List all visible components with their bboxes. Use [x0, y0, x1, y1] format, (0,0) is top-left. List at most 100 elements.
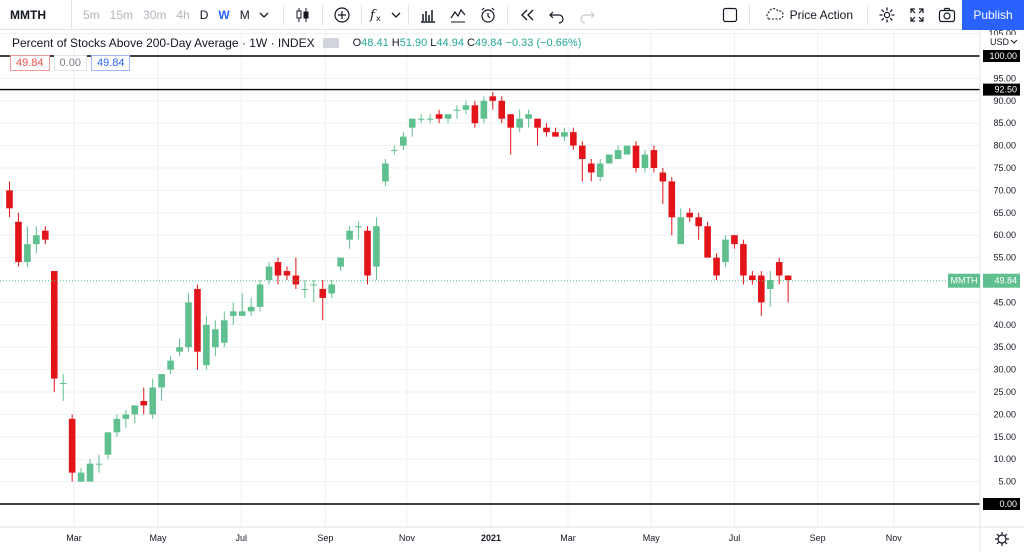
candle	[650, 145, 658, 173]
interval-d[interactable]: D	[199, 7, 209, 22]
price-action-layout-button[interactable]: Price Action	[754, 0, 863, 30]
value-box: 49.84	[10, 55, 50, 71]
candle	[238, 293, 246, 316]
publish-button[interactable]: Publish	[962, 0, 1024, 30]
candle-body	[641, 154, 649, 168]
candle-body	[784, 275, 792, 280]
candle	[265, 262, 273, 285]
hline-price-label: 100.00	[989, 51, 1017, 61]
price-action-label: Price Action	[789, 8, 853, 22]
candle-body	[149, 387, 156, 415]
candles-icon[interactable]	[288, 0, 318, 30]
candle	[104, 432, 112, 460]
currency-label: USD	[990, 37, 1010, 47]
candle	[534, 118, 541, 146]
interval-dropdown-icon[interactable]	[255, 0, 273, 30]
candle	[408, 118, 416, 137]
candle	[176, 338, 183, 357]
time-axis[interactable]: Mar May Jul Sep Nov 2021 Mar May Jul Sep Nov	[66, 533, 902, 543]
candle	[391, 145, 398, 155]
price-axis[interactable]: 105.00 95.00 90.00 85.00 80.00 75.00 70.00 65.0…	[988, 30, 1016, 487]
replay-icon[interactable]	[512, 0, 542, 30]
candle-body	[462, 105, 470, 110]
candle-body	[775, 262, 783, 276]
candle-body	[50, 271, 58, 379]
candle	[435, 109, 443, 124]
price-tick-label: 70.00	[993, 185, 1016, 195]
expand-icon[interactable]	[902, 0, 932, 30]
interval-4h[interactable]: 4h	[176, 7, 190, 22]
candle-body	[713, 257, 720, 276]
camera-icon[interactable]	[932, 0, 962, 30]
candle-body	[310, 284, 318, 286]
candle-body	[256, 284, 264, 307]
time-tick-label: Sep	[317, 533, 333, 543]
fullscreen-rect-icon[interactable]	[715, 0, 745, 30]
candle-body	[140, 400, 148, 406]
interval-m[interactable]: M	[239, 7, 250, 22]
interval-w[interactable]: W	[218, 7, 230, 22]
candle-body	[668, 181, 676, 218]
candle-body	[596, 163, 604, 177]
candle-body	[587, 163, 595, 173]
candle	[319, 280, 327, 321]
candle-body	[194, 288, 201, 352]
series-title[interactable]: Percent of Stocks Above 200-Day Average …	[12, 36, 315, 50]
price-tick-label: 5.00	[998, 477, 1016, 487]
compare-plus-icon[interactable]	[327, 0, 357, 30]
candle	[471, 100, 479, 128]
candle	[641, 150, 649, 173]
candle	[229, 302, 237, 325]
hline-price-label: 92.50	[994, 85, 1017, 95]
candle	[489, 91, 497, 110]
templates-icon[interactable]	[443, 0, 473, 30]
undo-icon[interactable]	[542, 0, 572, 30]
candle	[686, 208, 693, 222]
gear-icon	[997, 534, 1007, 544]
candle-body	[113, 418, 121, 433]
candle-body	[265, 266, 273, 280]
high-value: 51.90	[399, 37, 428, 49]
legend-toggle-icon[interactable]	[322, 38, 339, 48]
candle-body	[579, 145, 586, 160]
candle-body	[122, 414, 130, 419]
candle-body	[337, 257, 344, 267]
bar-chart-icon[interactable]	[413, 0, 443, 30]
ohlc-values: O48.41 H51.90 L44.94 C49.84 −0.33 (−0.66…	[353, 37, 582, 49]
candle	[355, 221, 362, 240]
candle-body	[749, 275, 756, 280]
chart-settings-button[interactable]	[995, 532, 1009, 546]
settings-gear-icon[interactable]	[872, 0, 902, 30]
candle	[507, 114, 514, 155]
indicator-values-row: 49.84 0.00 49.84	[10, 55, 131, 71]
interval-5m[interactable]: 5m	[83, 7, 100, 22]
candle-body	[167, 360, 174, 370]
candle-body	[534, 118, 541, 128]
redo-icon[interactable]	[572, 0, 602, 30]
candle	[86, 459, 94, 482]
candle	[722, 235, 729, 267]
symbol-search-button[interactable]: MMTH	[0, 0, 72, 30]
time-tick-label: Mar	[66, 533, 82, 543]
candle	[740, 239, 747, 285]
candle	[677, 208, 685, 245]
candle-body	[614, 150, 622, 160]
cloud-layout-icon	[764, 7, 784, 24]
interval-15m[interactable]: 15m	[109, 7, 134, 22]
candle	[50, 271, 58, 392]
candle-body	[417, 118, 425, 120]
price-tick-label: 75.00	[993, 163, 1016, 173]
currency-selector[interactable]: USD	[985, 35, 1019, 48]
candle-body	[42, 230, 49, 240]
time-tick-label: Nov	[399, 533, 416, 543]
candle-body	[695, 217, 702, 227]
candle-body	[301, 288, 309, 290]
interval-30m[interactable]: 30m	[143, 7, 167, 22]
price-tick-label: 65.00	[993, 208, 1016, 218]
alert-clock-icon[interactable]	[473, 0, 503, 30]
candle-body	[59, 383, 67, 385]
candle	[400, 132, 407, 151]
price-chart[interactable]: 105.00 95.00 90.00 85.00 80.00 75.00 70.00 65.0…	[0, 30, 1024, 552]
chevron-down-icon[interactable]	[388, 0, 404, 30]
